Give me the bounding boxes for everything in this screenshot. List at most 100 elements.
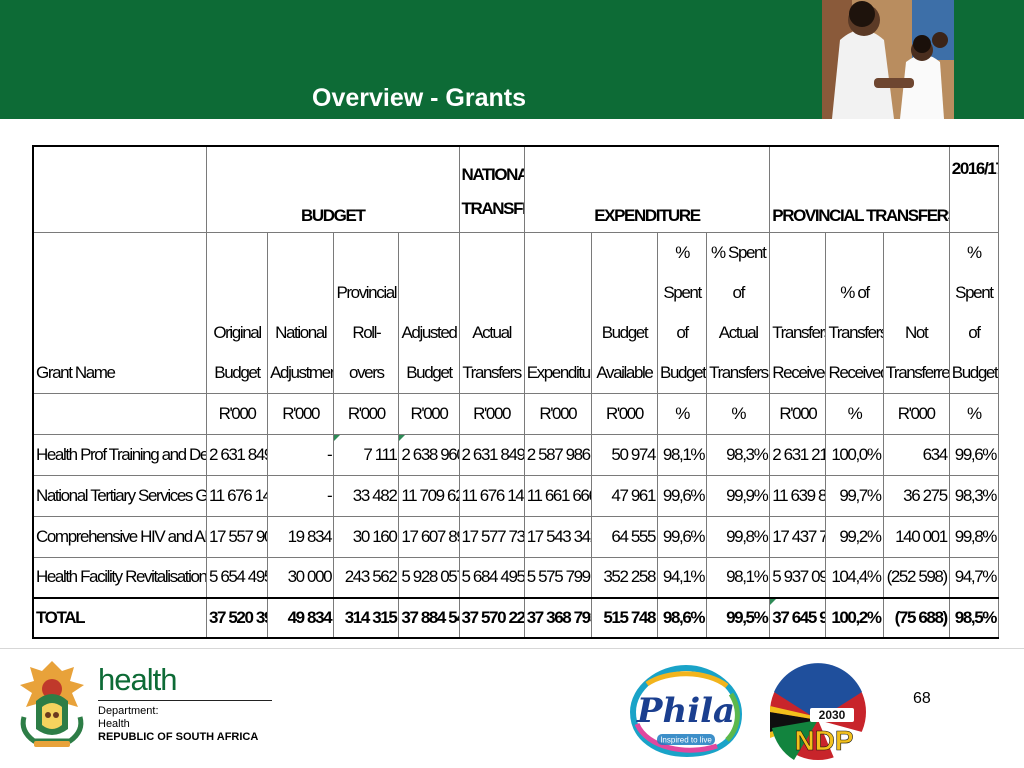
coat-of-arms-icon: [20, 661, 84, 747]
value-cell: 11 709 627: [398, 474, 460, 517]
value-cell: 11 639 870: [769, 474, 827, 517]
total-value-cell: 100,2%: [825, 597, 884, 639]
group-national-transfers-line1: NATIONAL: [461, 164, 524, 184]
col-actual-transfers-l2: Transfers: [462, 362, 522, 382]
value-cell: 2 587 986: [523, 433, 592, 476]
value-cell: 243 562: [333, 556, 400, 599]
brand-rule: [98, 700, 272, 701]
value-cell: 2 631 215: [769, 433, 827, 476]
grant-name-cell: Health Prof Training and Dev Grant: [31, 433, 207, 476]
value-cell: 7 111: [333, 433, 400, 476]
col-pct-transfers-received-l3: Received: [828, 362, 884, 382]
value-cell: 99,6%: [657, 474, 708, 517]
col-pct-transfers-received-l2: Transfers: [828, 322, 884, 342]
group-provincial-transfers: PROVINCIAL TRANSFERS: [769, 145, 950, 233]
footer-divider: [0, 648, 1024, 649]
col-national-adjustments-l1: National: [275, 322, 328, 342]
value-cell: 17 557 903: [205, 515, 269, 558]
table-row: Health Facility Revitalisation Grant5 65…: [31, 556, 1000, 599]
value-cell: 2 631 849: [205, 433, 269, 476]
grant-name-cell: National Tertiary Services Grant: [31, 474, 207, 517]
col-actual-transfers: Actual Transfers: [458, 231, 525, 394]
col-actual-transfers-l1: Actual: [472, 322, 512, 342]
unit-cell: R'000: [458, 392, 525, 435]
value-cell: 99,6%: [948, 433, 1000, 476]
col-pct-transfers-received: % of Transfers Received: [825, 231, 884, 394]
unit-cell: %: [706, 392, 771, 435]
col-adjusted-budget: Adjusted Budget: [398, 231, 460, 394]
col-transfers-received: Transfers Received: [769, 231, 827, 394]
table-row: Health Prof Training and Dev Grant2 631 …: [31, 433, 1000, 476]
value-cell: 50 974: [590, 433, 659, 476]
group-national-transfers-line2: TRANSFERS: [461, 198, 524, 218]
phila-text: Phila: [636, 691, 735, 731]
value-cell: 98,1%: [657, 433, 708, 476]
value-cell: 352 258: [590, 556, 659, 599]
col-grant-name: Grant Name: [31, 231, 207, 394]
col-pct-spent-year: % Spent of Budget: [948, 231, 1000, 394]
value-cell: 30 160: [333, 515, 400, 558]
phila-logo: Phila Inspired to live Inspired to live: [629, 664, 743, 758]
col-provincial-rollovers: Provincial Roll-overs: [333, 231, 400, 394]
value-cell: 99,9%: [706, 474, 771, 517]
value-cell: -: [267, 433, 335, 476]
value-cell: 99,6%: [657, 515, 708, 558]
col-budget-available-l1: Budget: [601, 322, 649, 342]
value-cell: 5 654 495: [205, 556, 269, 599]
unit-cell: R'000: [398, 392, 460, 435]
value-cell: 5 937 093: [769, 556, 827, 599]
group-budget: BUDGET: [205, 145, 460, 233]
group-year: 2016/17: [948, 145, 1000, 233]
value-cell: 104,4%: [825, 556, 884, 599]
unit-cell: R'000: [882, 392, 950, 435]
value-cell: 17 437 737: [769, 515, 827, 558]
value-cell: 94,7%: [948, 556, 1000, 599]
group-national-transfers: NATIONAL TRANSFERS: [458, 145, 525, 233]
col-adjusted-budget-l2: Budget: [406, 362, 453, 382]
unit-cell: R'000: [205, 392, 269, 435]
unit-cell: R'000: [769, 392, 827, 435]
brand-health: health: [98, 662, 177, 697]
col-budget-available-l2: Available: [596, 362, 653, 382]
col-not-transferred-l1: Not: [905, 322, 929, 342]
value-cell: 33 482: [333, 474, 400, 517]
unit-cell: R'000: [267, 392, 335, 435]
value-cell: 99,7%: [825, 474, 884, 517]
col-pct-spent-year-l2: of Budget: [951, 322, 998, 382]
value-cell: 17 543 342: [523, 515, 592, 558]
dept-line-1: Department:: [98, 705, 159, 717]
unit-cell: R'000: [523, 392, 592, 435]
table-row: National Tertiary Services Grant11 676 1…: [31, 474, 1000, 517]
dept-line-2: Health: [98, 718, 130, 730]
total-value-cell: 37 368 793: [523, 597, 592, 639]
col-pct-spent-budget-l1: % Spent: [663, 242, 702, 302]
value-cell: 140 001: [882, 515, 950, 558]
col-not-transferred: Not Transferred: [882, 231, 950, 394]
col-provincial-rollovers-l2: Roll-overs: [349, 322, 385, 382]
page-number: 68: [913, 690, 931, 707]
col-pct-spent-actual-l2: Actual: [718, 322, 759, 342]
slide-title: Overview - Grants: [312, 84, 526, 112]
value-cell: 11 676 145: [205, 474, 269, 517]
ndp-2030-logo: 2030 NDP: [770, 663, 866, 760]
value-cell: 2 638 960: [398, 433, 460, 476]
phila-tagline-text: Inspired to live: [660, 736, 712, 745]
grants-table: BUDGET NATIONAL TRANSFERS EXPENDITURE PR…: [31, 145, 1000, 639]
value-cell: 5 575 799: [523, 556, 592, 599]
value-cell: 2 631 849: [458, 433, 525, 476]
value-cell: 11 661 666: [523, 474, 592, 517]
unit-cell: R'000: [590, 392, 659, 435]
value-cell: 99,2%: [825, 515, 884, 558]
value-cell: 99,8%: [948, 515, 1000, 558]
total-value-cell: 37 884 541: [398, 597, 460, 639]
value-cell: 634: [882, 433, 950, 476]
col-not-transferred-l2: Transferred: [885, 362, 950, 382]
value-cell: 98,1%: [706, 556, 771, 599]
value-cell: 30 000: [267, 556, 335, 599]
grant-name-cell: Comprehensive HIV and AIDS Grant: [31, 515, 207, 558]
col-pct-spent-budget-l2: of Budget: [660, 322, 706, 382]
value-cell: 99,8%: [706, 515, 771, 558]
value-cell: -: [267, 474, 335, 517]
table-row: Comprehensive HIV and AIDS Grant17 557 9…: [31, 515, 1000, 558]
